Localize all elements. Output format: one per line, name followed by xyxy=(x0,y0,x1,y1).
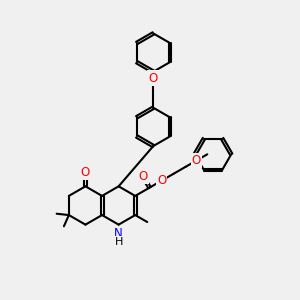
Text: O: O xyxy=(157,174,166,187)
Text: O: O xyxy=(139,170,148,183)
Text: O: O xyxy=(81,166,90,179)
Text: O: O xyxy=(192,154,201,167)
Text: O: O xyxy=(149,71,158,85)
Text: N: N xyxy=(114,227,123,240)
Text: H: H xyxy=(114,237,123,247)
